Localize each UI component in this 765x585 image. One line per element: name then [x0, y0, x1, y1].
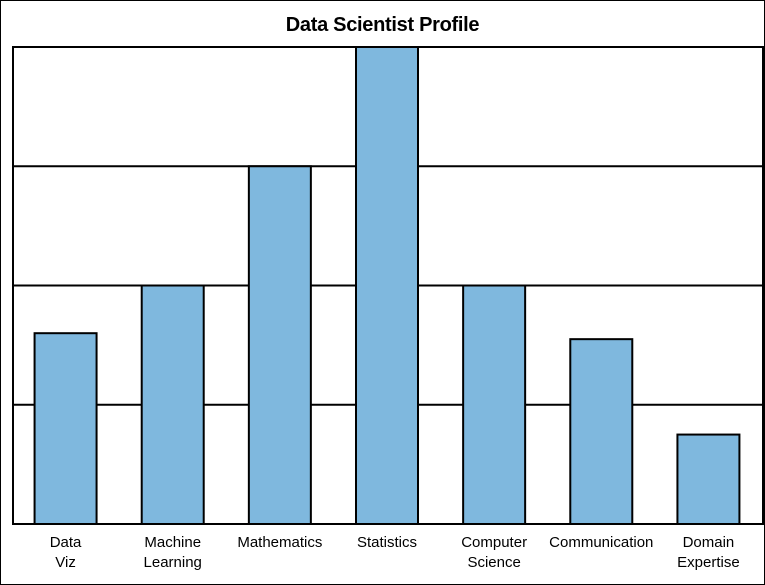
x-tick-label: Computer Science	[461, 534, 527, 571]
x-tick-labels: Data Viz Machine Learning Mathematics Statist…	[50, 534, 740, 571]
x-tick-label-line: Viz	[55, 554, 76, 571]
x-tick-label-line: Machine	[144, 534, 201, 551]
x-tick-label-line: Science	[467, 554, 520, 571]
bar	[462, 284, 527, 525]
bar	[569, 338, 634, 525]
x-tick-label: Mathematics	[237, 534, 322, 551]
x-tick-label-line: Data	[50, 534, 82, 551]
x-tick-label: Statistics	[357, 534, 417, 551]
x-tick-label: Data Viz	[50, 534, 82, 571]
bar	[676, 433, 741, 525]
bar	[33, 332, 98, 526]
chart-title: Data Scientist Profile	[285, 14, 480, 36]
x-tick-label-line: Learning	[144, 554, 202, 571]
plot-area-border	[12, 46, 764, 525]
bar	[140, 284, 205, 525]
bar	[247, 165, 312, 525]
x-tick-label: Communication	[549, 534, 653, 551]
bars	[33, 46, 741, 526]
x-tick-label-line: Communication	[549, 534, 653, 551]
x-tick-label-line: Expertise	[677, 554, 740, 571]
bar	[355, 46, 419, 525]
x-tick-label: Machine Learning	[144, 534, 202, 571]
x-tick-label: Domain Expertise	[677, 534, 740, 571]
x-tick-label-line: Domain	[683, 534, 735, 551]
x-tick-label-line: Mathematics	[237, 534, 322, 551]
x-tick-label-line: Computer	[461, 534, 527, 551]
x-tick-label-line: Statistics	[357, 534, 417, 551]
